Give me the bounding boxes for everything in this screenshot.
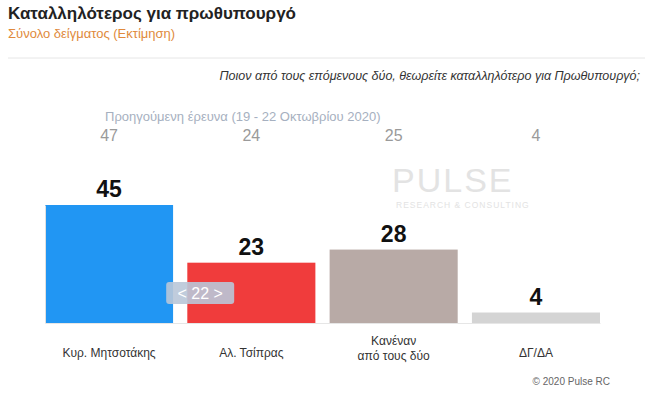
bar	[472, 313, 600, 323]
question: Ποιον από τους επόμενους δύο, θεωρείτε κ…	[220, 69, 641, 83]
x-tick-label: ΔΓ/ΔΑ	[519, 346, 553, 360]
y-axis-line	[45, 206, 46, 324]
previous-label: Προηγούμενη έρευνα (19 - 22 Οκτωβρίου 20…	[105, 109, 381, 124]
annotation-text: < 22 >	[178, 285, 223, 302]
bar	[45, 205, 173, 323]
chart: Καταλληλότερος για πρωθυπουργό Σύνολο δεί…	[0, 0, 650, 397]
previous-value: 24	[242, 127, 260, 144]
bars	[45, 205, 600, 323]
data-label: 45	[96, 176, 122, 202]
data-label: 23	[239, 234, 265, 260]
previous-value: 47	[100, 127, 118, 144]
x-axis-line	[46, 323, 601, 324]
previous-value: 4	[532, 127, 541, 144]
annotation-box	[166, 282, 234, 304]
bar	[330, 250, 458, 323]
watermark-text: PULSE	[392, 161, 514, 199]
x-axis: Κυρ. Μητσοτάκης Αλ. Τσίπρας Κανέναναπό του…	[46, 323, 601, 363]
source: © 2020 Pulse RC	[533, 376, 610, 387]
previous-value: 25	[385, 127, 403, 144]
annotation: < 22 >	[166, 282, 234, 304]
subtitle: Σύνολο δείγματος (Εκτίμηση)	[8, 26, 175, 41]
watermark: PULSERESEARCH & CONSULTING	[392, 161, 530, 210]
watermark-text: RESEARCH & CONSULTING	[396, 200, 530, 210]
x-tick: Κυρ. Μητσοτάκης	[62, 323, 155, 360]
separator	[8, 58, 645, 59]
x-tick-label: Κανέναναπό τους δύο	[358, 334, 430, 363]
x-tick: Αλ. Τσίπρας	[219, 323, 284, 360]
x-tick: Κανέναναπό τους δύο	[358, 323, 430, 363]
y-axis	[45, 206, 46, 324]
title: Καταλληλότερος για πρωθυπουργό	[8, 4, 296, 23]
x-tick: ΔΓ/ΔΑ	[519, 323, 553, 360]
x-tick-label: Κυρ. Μητσοτάκης	[62, 346, 155, 360]
x-tick-label: Αλ. Τσίπρας	[219, 346, 284, 360]
data-label: 4	[530, 284, 543, 310]
data-label: 28	[381, 221, 407, 247]
